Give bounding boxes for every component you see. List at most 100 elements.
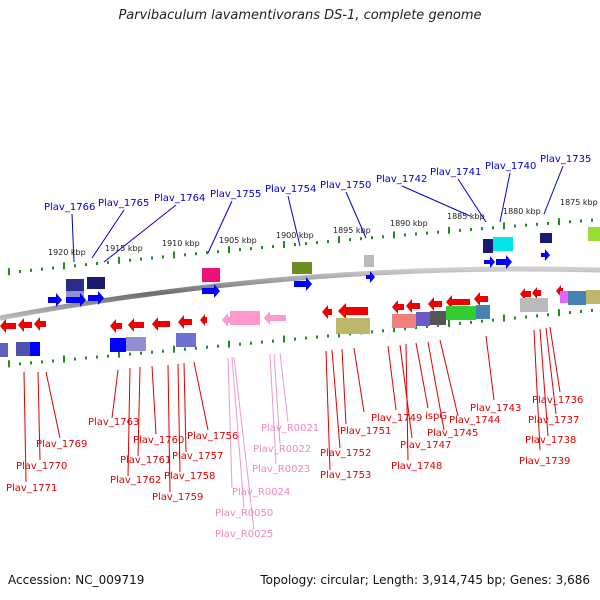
- gene-arrow[interactable]: [532, 287, 541, 299]
- gene-block[interactable]: [292, 262, 312, 274]
- gene-arrow[interactable]: [128, 318, 144, 332]
- gene-label[interactable]: Plav_1766: [44, 202, 95, 213]
- gene-block[interactable]: [16, 342, 30, 356]
- gene-label[interactable]: Plav_1740: [485, 161, 536, 172]
- gene-label[interactable]: ispG: [425, 411, 447, 422]
- gene-label[interactable]: Plav_1742: [376, 174, 427, 185]
- gene-arrow[interactable]: [294, 277, 312, 291]
- gene-arrow[interactable]: [338, 303, 368, 319]
- gene-arrow[interactable]: [446, 295, 470, 309]
- tick-mark: [437, 230, 439, 234]
- gene-label[interactable]: Plav_1743: [470, 403, 521, 414]
- gene-label[interactable]: Plav_1770: [16, 461, 67, 472]
- gene-arrow[interactable]: [428, 297, 442, 311]
- rna-label[interactable]: Plav_R0050: [215, 508, 273, 519]
- gene-block[interactable]: [110, 338, 126, 352]
- tick-mark: [371, 236, 373, 240]
- gene-arrow[interactable]: [0, 319, 16, 333]
- gene-label[interactable]: Plav_1769: [36, 439, 87, 450]
- gene-label[interactable]: Plav_1750: [320, 180, 371, 191]
- gene-arrow[interactable]: [152, 317, 170, 331]
- gene-arrow[interactable]: [34, 317, 46, 331]
- gene-block[interactable]: [364, 255, 374, 267]
- gene-label[interactable]: Plav_1758: [164, 471, 215, 482]
- gene-label[interactable]: Plav_1771: [6, 483, 57, 494]
- rna-label[interactable]: Plav_R0023: [252, 464, 310, 475]
- gene-label[interactable]: Plav_1745: [427, 428, 478, 439]
- gene-label[interactable]: Plav_1754: [265, 184, 316, 195]
- gene-block[interactable]: [520, 298, 548, 312]
- gene-label[interactable]: Plav_1735: [540, 154, 591, 165]
- gene-arrow[interactable]: [366, 271, 375, 283]
- gene-block[interactable]: [392, 314, 416, 328]
- gene-label[interactable]: Plav_1755: [210, 189, 261, 200]
- gene-block[interactable]: [416, 312, 430, 326]
- gene-arrow[interactable]: [520, 288, 531, 300]
- gene-label[interactable]: Plav_1744: [449, 415, 500, 426]
- gene-label[interactable]: Plav_1757: [172, 451, 223, 462]
- rna-label[interactable]: Plav_R0024: [232, 487, 290, 498]
- gene-block[interactable]: [476, 305, 490, 319]
- gene-block[interactable]: [0, 343, 8, 357]
- gene-block[interactable]: [446, 306, 476, 320]
- gene-arrow[interactable]: [202, 284, 220, 298]
- gene-label[interactable]: Plav_1736: [532, 395, 583, 406]
- gene-label[interactable]: Plav_1762: [110, 475, 161, 486]
- gene-block[interactable]: [30, 342, 40, 356]
- rna-arrow[interactable]: [264, 311, 286, 325]
- gene-arrow[interactable]: [178, 315, 192, 329]
- tick-mark: [569, 311, 571, 315]
- gene-arrow[interactable]: [541, 249, 550, 261]
- gene-label[interactable]: Plav_1751: [340, 426, 391, 437]
- rna-label[interactable]: Plav_R0025: [215, 529, 273, 540]
- gene-block[interactable]: [126, 337, 146, 351]
- gene-arrow[interactable]: [484, 256, 495, 268]
- gene-label[interactable]: Plav_1738: [525, 435, 576, 446]
- tick-mark: [261, 246, 263, 250]
- rna-label[interactable]: Plav_R0021: [261, 423, 319, 434]
- gene-arrow[interactable]: [322, 305, 332, 319]
- gene-label[interactable]: Plav_1739: [519, 456, 570, 467]
- tick-mark: [558, 218, 560, 226]
- gene-arrow[interactable]: [200, 314, 207, 326]
- gene-arrow[interactable]: [110, 319, 122, 333]
- gene-label[interactable]: Plav_1765: [98, 198, 149, 209]
- gene-block[interactable]: [87, 277, 105, 289]
- gene-arrow[interactable]: [406, 299, 420, 313]
- gene-block[interactable]: [483, 239, 493, 253]
- gene-label[interactable]: Plav_1761: [120, 455, 171, 466]
- gene-label[interactable]: Plav_1752: [320, 448, 371, 459]
- gene-block[interactable]: [66, 279, 84, 291]
- rna-label[interactable]: Plav_R0022: [253, 444, 311, 455]
- gene-arrow[interactable]: [48, 293, 62, 307]
- gene-label[interactable]: Plav_1764: [154, 193, 205, 204]
- gene-label[interactable]: Plav_1759: [152, 492, 203, 503]
- gene-label[interactable]: Plav_1737: [528, 415, 579, 426]
- gene-block[interactable]: [176, 333, 196, 347]
- gene-label[interactable]: Plav_1747: [400, 440, 451, 451]
- gene-label[interactable]: Plav_1753: [320, 470, 371, 481]
- gene-block[interactable]: [586, 290, 600, 304]
- gene-arrow[interactable]: [496, 255, 512, 269]
- gene-block[interactable]: [430, 311, 446, 325]
- gene-label[interactable]: Plav_1763: [88, 417, 139, 428]
- gene-block[interactable]: [560, 291, 570, 303]
- gene-arrow[interactable]: [474, 292, 488, 306]
- gene-block[interactable]: [568, 291, 586, 305]
- gene-block[interactable]: [493, 237, 513, 251]
- gene-label[interactable]: Plav_1756: [187, 431, 238, 442]
- gene-label[interactable]: Plav_1760: [133, 435, 184, 446]
- gene-label[interactable]: Plav_1748: [391, 461, 442, 472]
- gene-block[interactable]: [336, 318, 370, 334]
- gene-arrow[interactable]: [88, 291, 104, 305]
- gene-arrow[interactable]: [66, 293, 86, 307]
- gene-block[interactable]: [540, 233, 552, 243]
- gene-arrow[interactable]: [392, 300, 404, 314]
- gene-block[interactable]: [588, 227, 600, 241]
- gene-label[interactable]: Plav_1749: [371, 413, 422, 424]
- gene-block[interactable]: [66, 291, 84, 297]
- gene-label[interactable]: Plav_1741: [430, 167, 481, 178]
- gene-arrow[interactable]: [18, 318, 32, 332]
- gene-block[interactable]: [202, 268, 220, 282]
- gene-block[interactable]: [230, 311, 260, 325]
